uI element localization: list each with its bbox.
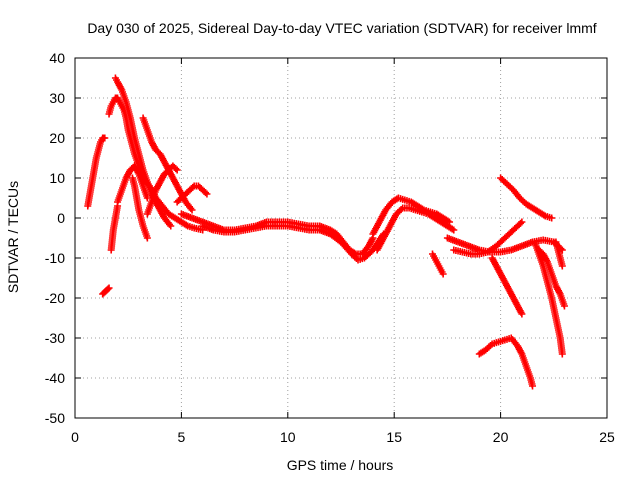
- series-track-13: [369, 194, 454, 238]
- y-tick-label: 0: [57, 210, 65, 226]
- series-track-1: [84, 134, 109, 210]
- x-axis-title: GPS time / hours: [287, 457, 394, 473]
- ticks: [74, 57, 608, 419]
- y-tick-label: -50: [45, 410, 65, 426]
- series-track-19: [475, 334, 537, 390]
- y-tick-label: -30: [45, 330, 65, 346]
- data-point: [516, 219, 524, 227]
- data-layer: [84, 74, 568, 390]
- x-tick-label: 25: [599, 429, 615, 445]
- y-tick-label: -40: [45, 370, 65, 386]
- series-track-12: [199, 222, 388, 264]
- data-point: [172, 165, 180, 173]
- y-tick-label: -20: [45, 290, 65, 306]
- y-tick-label: 40: [49, 50, 65, 66]
- data-point: [529, 382, 537, 390]
- series-track-3: [107, 202, 122, 254]
- series-track-9: [143, 162, 181, 218]
- x-tick-label: 15: [386, 429, 402, 445]
- data-point: [202, 189, 210, 197]
- y-tick-label: -10: [45, 250, 65, 266]
- tick-labels: 0 5 10 15 20 25 -50 -40 -30 -20 -10 0 10 20 30 40: [45, 50, 615, 445]
- data-point: [143, 234, 151, 242]
- series-track-17: [450, 218, 526, 258]
- y-axis-title: SDTVAR / TECUs: [5, 181, 21, 293]
- data-point: [101, 134, 109, 142]
- series-track-22: [535, 246, 568, 310]
- data-point: [189, 183, 197, 191]
- series-track-15: [429, 250, 447, 278]
- data-point: [548, 214, 556, 222]
- series-track-18: [488, 254, 526, 318]
- data-point: [105, 284, 113, 292]
- data-point: [518, 310, 526, 318]
- data-point: [450, 226, 458, 234]
- data-point: [188, 206, 196, 214]
- y-tick-label: 10: [49, 170, 65, 186]
- x-tick-label: 20: [493, 429, 509, 445]
- chart-title: Day 030 of 2025, Sidereal Day-to-day VTE…: [87, 20, 596, 36]
- data-point: [167, 222, 175, 230]
- series-track-6: [114, 162, 151, 206]
- data-point: [558, 350, 566, 358]
- data-point: [104, 285, 112, 293]
- data-point: [439, 270, 447, 278]
- series-track-20: [497, 174, 556, 222]
- y-tick-label: 20: [49, 130, 65, 146]
- series-track-23: [552, 238, 566, 270]
- y-tick-label: 30: [49, 90, 65, 106]
- series-track-7: [128, 174, 151, 242]
- x-tick-label: 10: [280, 429, 296, 445]
- x-tick-label: 0: [71, 429, 79, 445]
- data-point: [518, 218, 526, 226]
- series-track-10: [173, 182, 211, 206]
- data-point: [203, 190, 211, 198]
- data-point: [560, 302, 568, 310]
- data-point: [558, 262, 566, 270]
- data-point: [173, 166, 181, 174]
- plot-frame: [74, 57, 608, 419]
- x-tick-label: 5: [178, 429, 186, 445]
- series-track-14: [373, 204, 458, 254]
- series-track-2: [99, 284, 113, 298]
